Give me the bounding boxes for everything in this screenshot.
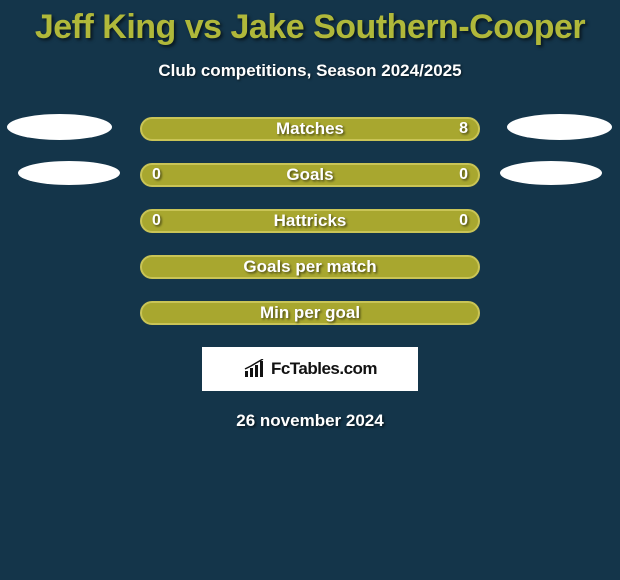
subtitle: Club competitions, Season 2024/2025 <box>0 61 620 81</box>
player-right-marker-1 <box>507 114 612 140</box>
stat-row-goals-per-match: Goals per match <box>140 255 480 279</box>
player-left-marker-1 <box>7 114 112 140</box>
stat-label: Matches <box>142 119 478 139</box>
stat-label: Min per goal <box>142 303 478 323</box>
stat-label: Hattricks <box>142 211 478 231</box>
stat-row-min-per-goal: Min per goal <box>140 301 480 325</box>
brand-box[interactable]: FcTables.com <box>202 347 418 391</box>
stat-value-right: 0 <box>459 212 468 230</box>
brand-inner: FcTables.com <box>243 359 377 379</box>
comparison-panel: Jeff King vs Jake Southern-Cooper Club c… <box>0 0 620 431</box>
brand-label: FcTables.com <box>271 359 377 379</box>
player-left-marker-2 <box>18 161 120 185</box>
stat-value-right: 0 <box>459 166 468 184</box>
date-label: 26 november 2024 <box>0 411 620 431</box>
stat-label: Goals per match <box>142 257 478 277</box>
chart-icon <box>243 359 267 379</box>
stat-row-goals: 0 Goals 0 <box>140 163 480 187</box>
page-title: Jeff King vs Jake Southern-Cooper <box>0 8 620 47</box>
stat-value-right: 8 <box>459 120 468 138</box>
stats-area: Matches 8 0 Goals 0 0 Hattricks 0 Goals … <box>0 117 620 325</box>
stat-label: Goals <box>142 165 478 185</box>
stat-row-matches: Matches 8 <box>140 117 480 141</box>
player-right-marker-2 <box>500 161 602 185</box>
stat-row-hattricks: 0 Hattricks 0 <box>140 209 480 233</box>
